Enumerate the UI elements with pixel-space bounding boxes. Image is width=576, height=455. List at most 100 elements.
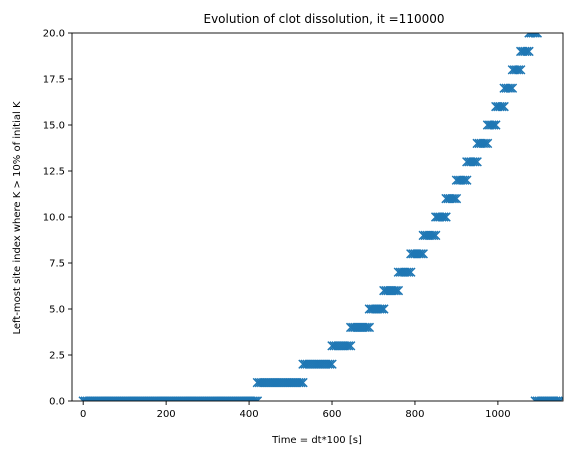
plot-frame — [71, 32, 564, 402]
data-point — [489, 120, 499, 130]
data-point — [379, 304, 389, 314]
data-point — [515, 65, 526, 75]
data-point — [294, 377, 304, 388]
series-segment — [462, 157, 482, 167]
data-point — [528, 33, 538, 38]
x-tick-label: 800 — [405, 409, 424, 420]
series-segment — [515, 46, 534, 57]
data-point — [457, 175, 468, 185]
data-point — [513, 65, 524, 75]
data-point — [459, 175, 470, 185]
series-segment — [491, 101, 509, 112]
series-segment — [393, 267, 416, 277]
data-point — [327, 359, 337, 369]
x-tick-label: 400 — [240, 409, 259, 420]
data-point — [447, 193, 458, 204]
data-point — [468, 157, 478, 167]
data-point — [482, 138, 493, 149]
data-point — [472, 157, 482, 167]
data-point — [532, 33, 543, 38]
y-tick-label: 10.0 — [43, 213, 65, 224]
series-segment — [364, 304, 389, 314]
data-point — [503, 83, 513, 93]
y-tick-label: 2.5 — [49, 351, 65, 362]
data-point — [404, 267, 414, 277]
data-point — [441, 212, 451, 222]
series-segment — [507, 65, 526, 75]
data-point — [524, 46, 534, 57]
data-point — [491, 120, 501, 130]
series-segment — [472, 138, 493, 149]
chart-title: Evolution of clot dissolution, it =11000… — [203, 12, 444, 26]
data-point — [418, 249, 428, 259]
data-point — [551, 396, 561, 401]
y-tick-label: 17.5 — [43, 75, 65, 86]
data-point — [389, 285, 399, 296]
data-point — [364, 322, 375, 333]
data-point — [426, 230, 437, 241]
data-point — [480, 138, 491, 149]
data-point — [462, 175, 472, 185]
data-point — [497, 101, 507, 112]
data-point — [437, 212, 447, 222]
data-point — [391, 285, 402, 296]
data-point — [430, 230, 441, 241]
data-point — [486, 120, 497, 130]
series-segment — [327, 341, 356, 351]
series-segment — [78, 396, 263, 401]
series-segment — [430, 212, 451, 222]
data-point — [520, 46, 530, 57]
data-point — [505, 83, 516, 93]
series-segment — [298, 359, 337, 369]
data-point — [362, 322, 372, 333]
y-tick-label: 20.0 — [43, 29, 65, 40]
series-segment — [499, 83, 518, 93]
data-point — [416, 249, 426, 259]
data-point — [428, 230, 439, 241]
x-tick-label: 0 — [80, 409, 86, 420]
plot-area — [78, 33, 563, 401]
data-point — [530, 33, 540, 38]
data-point — [345, 341, 356, 351]
data-point — [507, 83, 518, 93]
data-point — [499, 101, 509, 112]
data-point — [325, 359, 335, 369]
y-tick-label: 0.0 — [49, 397, 65, 408]
data-point — [449, 193, 460, 204]
data-point — [298, 377, 308, 388]
data-point — [401, 267, 412, 277]
data-point — [495, 101, 505, 112]
data-point — [553, 396, 563, 401]
series-segment — [524, 33, 543, 38]
y-tick-label: 15.0 — [43, 121, 65, 132]
series-segment — [252, 377, 308, 388]
data-point — [341, 341, 352, 351]
axes: 0 200 400 600 800 1000 0.0 2.5 5.0 7.5 10.0 12.5 15.… — [43, 29, 564, 420]
series-segment — [451, 175, 472, 185]
data-point — [296, 377, 306, 388]
y-tick-label: 12.5 — [43, 167, 65, 178]
y-tick-label: 7.5 — [49, 259, 65, 270]
series-segment — [345, 322, 375, 333]
data-point — [478, 138, 489, 149]
data-point — [522, 46, 532, 57]
x-axis-title: Time = dt*100 [s] — [271, 435, 362, 446]
data-point — [252, 396, 263, 401]
series-segment — [482, 120, 501, 130]
data-point — [511, 65, 522, 75]
data-point — [393, 285, 404, 296]
series-segment — [418, 230, 441, 241]
y-axis-title: Left-most site index where K > 10% of in… — [12, 101, 23, 334]
series-segment — [406, 249, 428, 259]
data-point — [414, 249, 424, 259]
data-point — [248, 396, 258, 401]
data-point — [451, 193, 462, 204]
y-tick-label: 5.0 — [49, 305, 65, 316]
data-point — [439, 212, 449, 222]
data-point — [250, 396, 261, 401]
data-point — [406, 267, 416, 277]
data-point — [323, 359, 333, 369]
data-point — [377, 304, 387, 314]
series-segment — [379, 285, 404, 296]
